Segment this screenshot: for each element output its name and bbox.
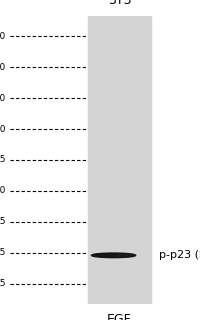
Text: 70: 70	[0, 124, 6, 133]
Text: 170: 170	[0, 32, 6, 41]
Ellipse shape	[93, 253, 117, 256]
Text: 3T3: 3T3	[107, 0, 131, 7]
Text: 25: 25	[0, 248, 6, 257]
Text: EGF: EGF	[107, 313, 131, 320]
Bar	[88, 16, 150, 304]
Text: p-p23 (S113): p-p23 (S113)	[158, 250, 200, 260]
Text: 100: 100	[0, 93, 6, 103]
Text: 35: 35	[0, 217, 6, 227]
Text: 15: 15	[0, 279, 6, 288]
Ellipse shape	[91, 253, 135, 258]
Text: 55: 55	[0, 156, 6, 164]
Text: 40: 40	[0, 187, 6, 196]
Text: 130: 130	[0, 63, 6, 72]
